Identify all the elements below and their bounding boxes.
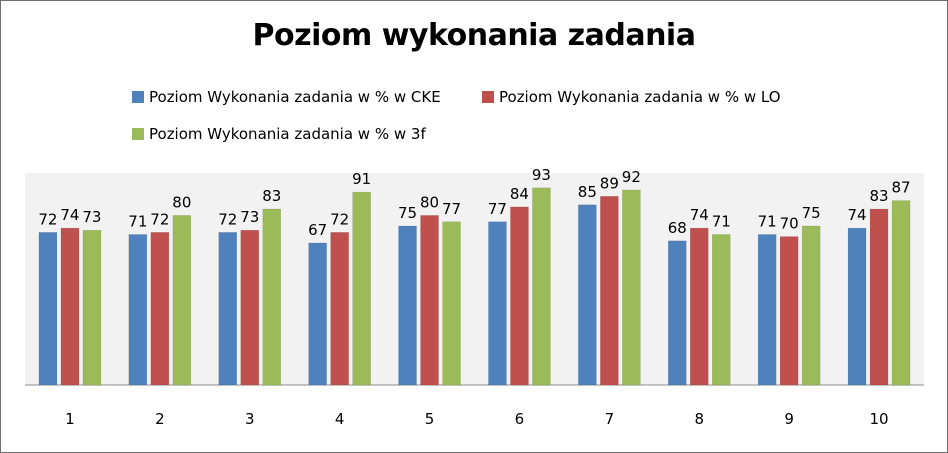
bar-cke-9 xyxy=(757,234,777,386)
bar-3f-9 xyxy=(801,225,821,386)
bar-3f-8 xyxy=(712,234,731,386)
bar-lo-10 xyxy=(869,208,889,386)
data-label-3f-1: 73 xyxy=(82,208,101,226)
legend-label-cke: Poziom Wykonania zadania w % w CKE xyxy=(149,88,441,106)
data-label-3f-6: 93 xyxy=(532,166,551,184)
bar-3f-6 xyxy=(532,187,551,386)
bar-3f-5 xyxy=(442,221,461,386)
x-tick-label-6: 6 xyxy=(515,410,525,428)
data-label-cke-9: 71 xyxy=(758,212,777,230)
bar-3f-10 xyxy=(891,200,911,386)
bar-cke-10 xyxy=(847,227,867,386)
bar-3f-4 xyxy=(352,191,371,386)
bar-cke-3 xyxy=(218,232,237,386)
data-label-3f-3: 83 xyxy=(262,187,281,205)
legend-swatch-lo xyxy=(482,91,494,103)
data-label-lo-1: 74 xyxy=(60,206,79,224)
data-label-lo-6: 84 xyxy=(510,185,529,203)
legend-label-3f: Poziom Wykonania zadania w % w 3f xyxy=(149,125,426,143)
legend-swatch-cke xyxy=(132,91,144,103)
bar-cke-4 xyxy=(308,242,327,386)
legend-swatch-3f xyxy=(132,128,144,140)
data-label-cke-2: 71 xyxy=(128,212,147,230)
data-label-cke-1: 72 xyxy=(38,210,57,228)
legend-item-3f: Poziom Wykonania zadania w % w 3f xyxy=(132,125,426,143)
bar-3f-7 xyxy=(622,189,641,386)
bar-cke-5 xyxy=(398,225,417,386)
x-tick-label-8: 8 xyxy=(694,410,704,428)
data-label-3f-8: 71 xyxy=(712,212,731,230)
data-label-lo-4: 72 xyxy=(330,210,349,228)
bar-lo-7 xyxy=(600,196,619,386)
data-label-lo-3: 73 xyxy=(240,208,259,226)
bar-cke-6 xyxy=(488,221,507,386)
bar-lo-3 xyxy=(240,229,259,386)
data-label-3f-5: 77 xyxy=(442,200,461,218)
data-label-3f-7: 92 xyxy=(622,168,641,186)
bar-lo-4 xyxy=(330,232,349,386)
bar-lo-8 xyxy=(690,227,709,386)
bar-lo-2 xyxy=(150,232,170,386)
data-label-3f-2: 80 xyxy=(172,193,191,211)
bar-cke-2 xyxy=(128,234,148,386)
data-label-lo-7: 89 xyxy=(600,174,619,192)
data-label-3f-10: 87 xyxy=(892,179,911,197)
data-label-cke-4: 67 xyxy=(308,221,327,239)
bar-3f-3 xyxy=(262,208,281,386)
chart-title: Poziom wykonania zadania xyxy=(252,18,696,53)
bar-3f-2 xyxy=(172,215,192,386)
x-tick-label-1: 1 xyxy=(65,410,75,428)
x-tick-label-4: 4 xyxy=(335,410,345,428)
data-label-3f-9: 75 xyxy=(802,204,821,222)
legend-label-lo: Poziom Wykonania zadania w % w LO xyxy=(499,88,781,106)
bar-lo-6 xyxy=(510,206,529,386)
legend-item-cke: Poziom Wykonania zadania w % w CKE xyxy=(132,88,441,106)
bar-cke-8 xyxy=(668,240,687,386)
data-label-cke-5: 75 xyxy=(398,204,417,222)
data-label-lo-8: 74 xyxy=(690,206,709,224)
data-label-3f-4: 91 xyxy=(352,170,371,188)
data-label-cke-6: 77 xyxy=(488,200,507,218)
data-label-lo-10: 83 xyxy=(870,187,889,205)
data-label-lo-5: 80 xyxy=(420,193,439,211)
data-label-cke-7: 85 xyxy=(578,183,597,201)
x-tick-label-2: 2 xyxy=(155,410,165,428)
bar-cke-7 xyxy=(578,204,597,386)
data-label-cke-3: 72 xyxy=(218,210,237,228)
data-label-lo-9: 70 xyxy=(780,215,799,233)
data-label-cke-10: 74 xyxy=(848,206,867,224)
bars-group xyxy=(38,187,911,386)
x-tick-label-3: 3 xyxy=(245,410,255,428)
x-tick-label-10: 10 xyxy=(870,410,889,428)
bar-lo-9 xyxy=(779,236,799,386)
bar-3f-1 xyxy=(82,229,102,386)
data-label-cke-8: 68 xyxy=(668,219,687,237)
legend-item-lo: Poziom Wykonania zadania w % w LO xyxy=(482,88,781,106)
data-label-lo-2: 72 xyxy=(150,210,169,228)
x-tick-label-5: 5 xyxy=(425,410,435,428)
bar-lo-1 xyxy=(60,227,80,386)
bar-cke-1 xyxy=(38,232,58,386)
x-tick-label-7: 7 xyxy=(605,410,615,428)
x-tick-label-9: 9 xyxy=(784,410,794,428)
bar-lo-5 xyxy=(420,215,439,386)
x-tick-labels-group: 1 2 3 4 5 6 7 8 9 10 xyxy=(65,410,888,428)
